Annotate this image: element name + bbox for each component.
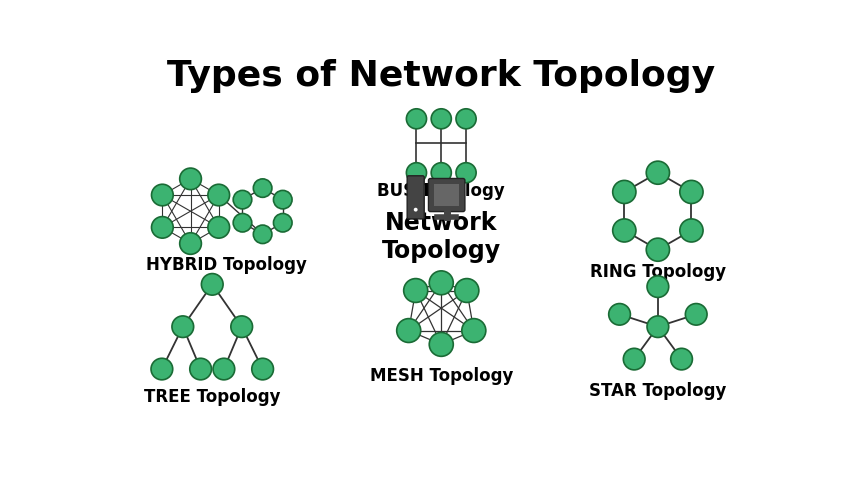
Circle shape — [647, 316, 669, 338]
Circle shape — [680, 219, 703, 242]
Circle shape — [253, 180, 272, 198]
Text: BUS Topology: BUS Topology — [377, 182, 505, 199]
Circle shape — [456, 109, 476, 130]
Text: MESH Topology: MESH Topology — [369, 366, 513, 384]
Circle shape — [431, 164, 451, 183]
Circle shape — [397, 319, 421, 343]
Circle shape — [430, 333, 453, 357]
Circle shape — [613, 219, 636, 242]
Circle shape — [623, 348, 645, 370]
Circle shape — [406, 109, 426, 130]
Circle shape — [430, 272, 453, 295]
Circle shape — [253, 226, 272, 244]
Circle shape — [231, 316, 252, 338]
Circle shape — [431, 109, 451, 130]
Circle shape — [213, 359, 235, 380]
Text: Types of Network Topology: Types of Network Topology — [167, 59, 715, 93]
Circle shape — [251, 359, 274, 380]
Circle shape — [233, 191, 251, 210]
Circle shape — [609, 304, 630, 325]
Circle shape — [685, 304, 707, 325]
FancyBboxPatch shape — [429, 179, 465, 212]
Circle shape — [208, 217, 230, 239]
Circle shape — [406, 164, 426, 183]
Circle shape — [189, 359, 212, 380]
Text: STAR Topology: STAR Topology — [589, 381, 727, 399]
Text: TREE Topology: TREE Topology — [144, 387, 281, 405]
Circle shape — [613, 181, 636, 204]
Circle shape — [414, 208, 418, 212]
Circle shape — [208, 185, 230, 206]
Circle shape — [671, 348, 692, 370]
Circle shape — [180, 169, 201, 190]
Circle shape — [152, 217, 173, 239]
Circle shape — [151, 359, 173, 380]
Circle shape — [404, 279, 428, 303]
Circle shape — [647, 162, 670, 185]
FancyBboxPatch shape — [407, 176, 424, 219]
Circle shape — [172, 316, 194, 338]
Circle shape — [274, 214, 292, 232]
Text: Network
Topology: Network Topology — [381, 211, 501, 262]
Circle shape — [647, 276, 669, 298]
Circle shape — [455, 279, 479, 303]
Circle shape — [456, 164, 476, 183]
Circle shape — [180, 233, 201, 255]
Circle shape — [201, 274, 223, 296]
Text: HYBRID Topology: HYBRID Topology — [146, 255, 307, 273]
Circle shape — [152, 185, 173, 206]
Circle shape — [680, 181, 703, 204]
Text: RING Topology: RING Topology — [590, 263, 726, 281]
Circle shape — [647, 239, 670, 262]
FancyBboxPatch shape — [434, 185, 459, 206]
Circle shape — [274, 191, 292, 210]
Circle shape — [233, 214, 251, 232]
Circle shape — [461, 319, 486, 343]
